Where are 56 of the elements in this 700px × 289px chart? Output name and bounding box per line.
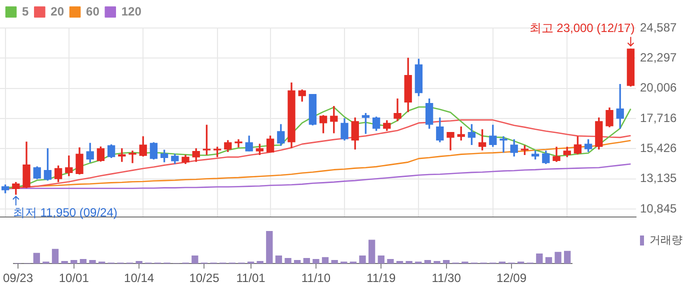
bar xyxy=(387,259,394,264)
x-tick-label: 11/19 xyxy=(366,271,396,286)
bar xyxy=(256,260,264,264)
bar xyxy=(33,252,40,264)
x-tick-label: 09/23 xyxy=(3,271,34,286)
bar xyxy=(396,260,404,264)
x-tick-label: 11/01 xyxy=(236,271,266,286)
bar xyxy=(322,257,329,264)
bar xyxy=(80,259,87,264)
bar xyxy=(424,260,432,264)
legend-label: 거래량 xyxy=(650,234,682,247)
bar xyxy=(294,260,301,264)
bar xyxy=(378,255,384,264)
x-tick-label: 12/09 xyxy=(496,271,527,286)
y-tick-label: 17,716 xyxy=(640,110,678,125)
bar xyxy=(284,258,292,264)
x-tick-label: 10/14 xyxy=(124,271,154,286)
legend-label: 120 xyxy=(121,4,142,18)
x-tick-label: 10/25 xyxy=(189,271,220,286)
x-tick-label: 10/01 xyxy=(58,271,90,286)
bar xyxy=(564,250,571,264)
bar xyxy=(442,260,450,264)
y-tick-label: 13,135 xyxy=(640,171,678,186)
candlestick xyxy=(500,136,508,153)
y-tick-label: 24,587 xyxy=(640,20,678,34)
bar xyxy=(89,260,96,264)
bar xyxy=(136,260,142,264)
bar xyxy=(331,260,338,264)
bar xyxy=(52,248,59,264)
bar xyxy=(536,253,543,264)
candlestick xyxy=(234,139,242,148)
bar xyxy=(266,231,273,264)
y-tick-label: 15,426 xyxy=(640,140,678,155)
y-tick-label: 10,845 xyxy=(640,201,678,216)
bar xyxy=(312,259,320,264)
bar xyxy=(275,255,282,264)
bar xyxy=(406,260,412,264)
bar xyxy=(303,258,310,264)
y-tick-label: 20,006 xyxy=(640,80,678,95)
bar xyxy=(434,260,440,264)
y-tick-label: 22,297 xyxy=(640,50,678,64)
bar xyxy=(554,252,562,264)
bar xyxy=(61,260,68,264)
candlestick xyxy=(128,150,136,164)
annotation: 최고 23,000 (12/17) xyxy=(529,21,635,36)
x-tick-label: 11/10 xyxy=(301,271,331,286)
legend-label: 60 xyxy=(86,4,100,18)
bar xyxy=(359,255,366,264)
legend-label: 20 xyxy=(50,4,64,18)
bar xyxy=(545,257,552,264)
bar xyxy=(368,240,376,264)
annotation: 최저 11,950 (09/24) xyxy=(12,206,118,220)
bar xyxy=(192,255,198,264)
bar xyxy=(70,260,78,264)
legend-label: 5 xyxy=(22,4,29,18)
x-tick-label: 11/30 xyxy=(432,271,462,286)
